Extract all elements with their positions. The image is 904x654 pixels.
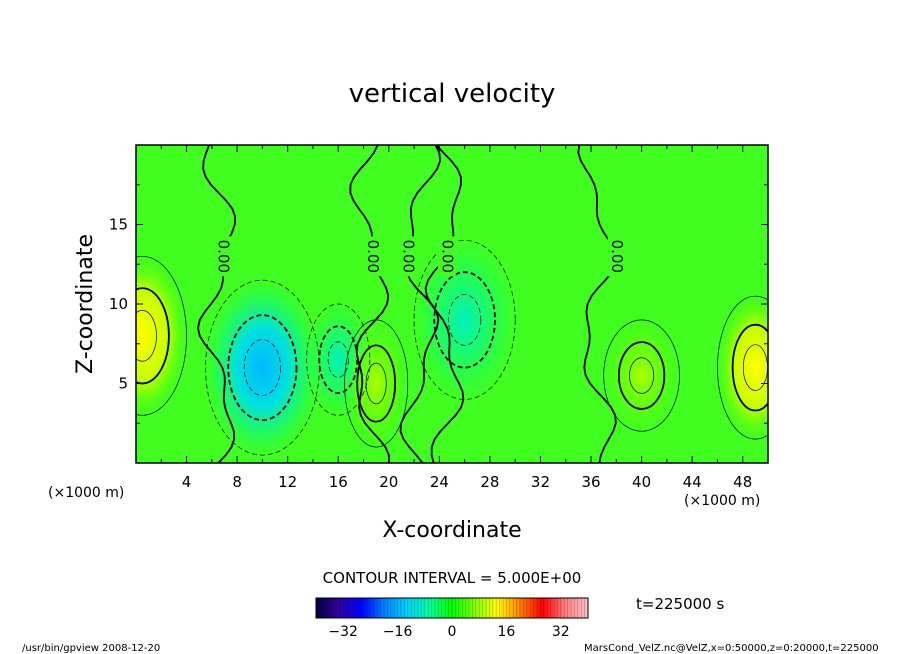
contour-ring-updraft-left-edge-0 (136, 255, 187, 416)
zero-contour-label-bg-2 (399, 236, 418, 277)
colorbar-gradient (315, 597, 589, 619)
zero-contour-label-bg-1 (363, 236, 382, 277)
x-axis-title: X-coordinate (382, 518, 521, 543)
contour-ring-downdraft-core-2 (243, 339, 281, 396)
zero-contour-labels: 0.00 0.00 0.00 0.00 0.00 (213, 236, 626, 277)
x-unit-label-left: (×1000 m) (48, 485, 124, 501)
x-tick-label-4: 4 (182, 473, 192, 491)
zero-contour-line-0 (197, 145, 237, 463)
footer-left: /usr/bin/gpview 2008-12-20 (22, 643, 160, 654)
zero-contour-label-2: 0.00 (400, 240, 418, 273)
zero-contour-label-1: 0.00 (364, 240, 382, 273)
contour-ring-updraft-left-edge-2 (136, 310, 157, 362)
contour-ring-updraft-right-2 (629, 357, 655, 394)
contour-ring-downdraft-mid-1 (433, 271, 496, 369)
contour-ring-updraft-right-edge-1 (731, 323, 768, 412)
x-tick-label-8: 8 (232, 473, 242, 491)
contour-ring-downdraft-weak-2 (327, 341, 349, 378)
y-axis-title: Z-coordinate (73, 234, 98, 374)
colorbar-tick-label-16: 16 (497, 624, 515, 640)
x-axis: 4 8 12 16 20 24 28 32 36 40 44 48 (160, 145, 752, 491)
x-tick-label-44: 44 (683, 473, 702, 491)
colorbar-tick-label--16: −16 (383, 624, 413, 640)
x-tick-label-16: 16 (329, 473, 348, 491)
zero-contour-label-bg-4 (607, 236, 626, 277)
contour-ring-updraft-right-1 (617, 341, 666, 410)
y-tick-label-5: 5 (118, 375, 128, 393)
zero-contour-label-bg-0 (213, 236, 232, 277)
footer-right: MarsCond_VelZ.nc@VelZ,x=0:50000,z=0:2000… (584, 643, 879, 654)
field-updraft-right-edge (717, 296, 768, 440)
zero-contour-line-3 (424, 145, 465, 463)
zero-contour-label-4: 0.00 (608, 240, 626, 273)
contour-ring-downdraft-mid-2 (448, 294, 482, 346)
contour-layer (136, 145, 768, 463)
colorbar-tick-label-0: 0 (448, 624, 457, 640)
contour-ring-downdraft-mid-0 (413, 240, 516, 400)
x-unit-label-right: (×1000 m) (684, 493, 760, 509)
time-label: t=225000 s (636, 595, 724, 613)
x-tick-label-28: 28 (480, 473, 499, 491)
contour-ring-updraft-center-1 (356, 344, 397, 423)
colorbar-tick-label-32: 32 (552, 624, 570, 640)
chart-title: vertical velocity (349, 79, 556, 109)
y-axis: 5 10 15 (109, 184, 768, 424)
x-tick-label-36: 36 (581, 473, 600, 491)
field-downdraft-mid (414, 240, 516, 400)
contour-ring-updraft-center-2 (365, 362, 387, 405)
zero-contour-line-4 (577, 145, 618, 463)
contour-ring-downdraft-weak-0 (306, 303, 371, 416)
y-tick-label-15: 15 (109, 216, 128, 234)
x-tick-label-32: 32 (531, 473, 550, 491)
contour-interval-text: CONTOUR INTERVAL = 5.000E+00 (323, 569, 582, 587)
contour-ring-updraft-right-edge-0 (717, 295, 768, 440)
zero-contour-label-3: 0.00 (438, 240, 456, 273)
field-updraft-right (603, 319, 680, 432)
colorbar-tick-label--32: −32 (328, 624, 358, 640)
x-tick-label-48: 48 (733, 473, 752, 491)
x-tick-label-24: 24 (430, 473, 449, 491)
field-downdraft-core (205, 280, 320, 456)
x-tick-label-40: 40 (632, 473, 651, 491)
plot-area (136, 145, 768, 463)
contour-ring-updraft-right-0 (603, 319, 680, 432)
colorbar: −32 −16 0 16 32 (315, 597, 589, 640)
zero-contour-line-1 (349, 145, 390, 463)
zero-contour-label-0: 0.00 (214, 240, 232, 273)
contour-ring-downdraft-core-1 (227, 314, 298, 421)
x-tick-label-20: 20 (379, 473, 398, 491)
x-tick-label-12: 12 (278, 473, 297, 491)
zero-contour-label-bg-3 (437, 236, 456, 277)
y-tick-label-10: 10 (109, 295, 128, 313)
field-updraft-left-edge (136, 256, 187, 416)
